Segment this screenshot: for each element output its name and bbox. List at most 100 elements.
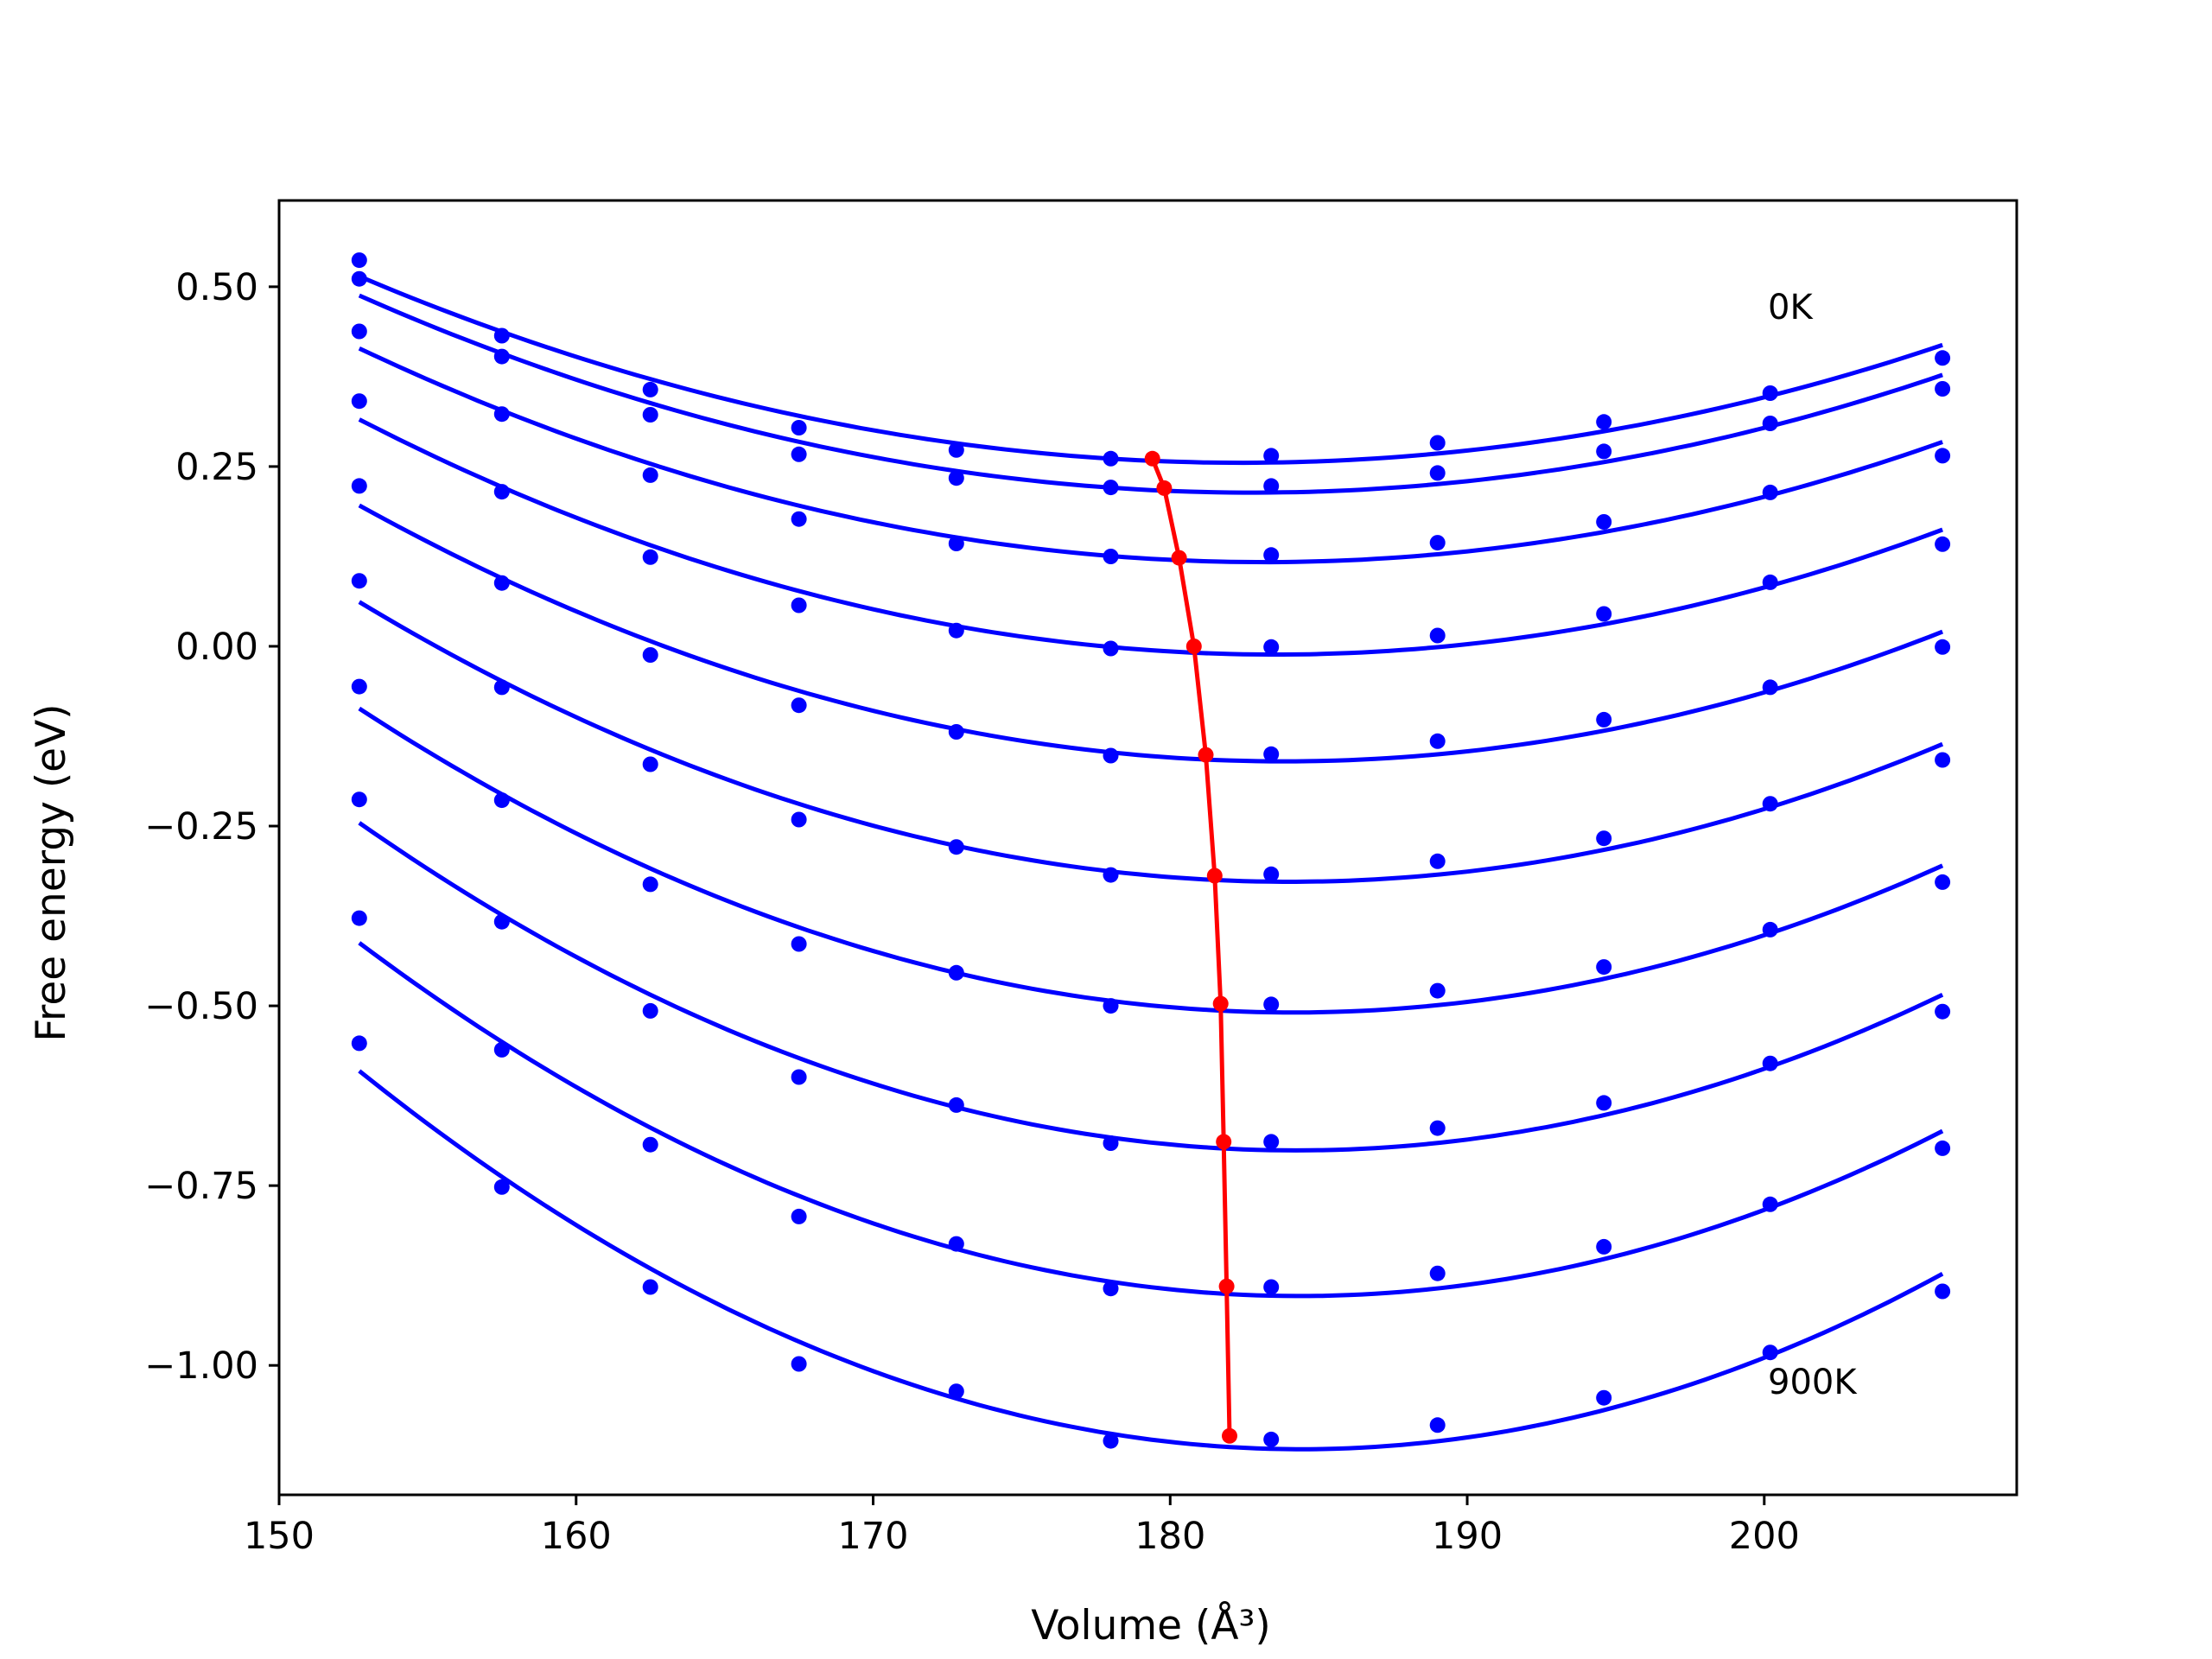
data-point <box>642 1136 658 1153</box>
y-tick-label: −0.75 <box>144 1165 258 1208</box>
data-point <box>642 467 658 483</box>
data-point <box>493 1179 510 1195</box>
data-point <box>948 964 964 981</box>
data-point <box>1103 1433 1119 1449</box>
data-point <box>1429 535 1446 551</box>
data-point <box>1103 640 1119 657</box>
data-point <box>1935 874 1951 890</box>
data-point <box>1429 733 1446 749</box>
data-point <box>791 446 807 462</box>
x-tick-label: 150 <box>244 1515 315 1558</box>
data-point <box>493 575 510 591</box>
plot-area <box>279 200 2017 1495</box>
data-point <box>1263 1279 1280 1295</box>
data-point <box>1429 465 1446 481</box>
data-point <box>1762 1196 1778 1212</box>
data-point <box>791 936 807 952</box>
fit-curve <box>358 293 1943 495</box>
data-point <box>1935 381 1951 397</box>
data-point <box>948 1096 964 1113</box>
data-point <box>948 536 964 551</box>
data-point <box>1596 1389 1612 1406</box>
data-point <box>1263 746 1280 762</box>
data-point <box>948 724 964 740</box>
data-point <box>1596 606 1612 622</box>
data-point <box>642 1002 658 1019</box>
data-point <box>642 407 658 423</box>
annotation-0k: 0K <box>1768 288 1814 327</box>
x-tick-label: 160 <box>541 1515 612 1558</box>
data-point <box>493 406 510 423</box>
data-point <box>642 381 658 397</box>
fit-curve <box>358 346 1943 565</box>
data-point <box>1429 1265 1446 1281</box>
data-point <box>1935 1140 1951 1156</box>
x-tick-label: 200 <box>1729 1515 1800 1558</box>
data-point <box>351 791 367 808</box>
data-point <box>1103 450 1119 467</box>
y-tick-label: −0.25 <box>144 805 258 849</box>
minimum-point <box>1156 480 1173 496</box>
data-point <box>1762 574 1778 590</box>
data-point <box>948 622 964 639</box>
data-point <box>1103 747 1119 764</box>
data-point <box>1429 853 1446 869</box>
data-point <box>1596 1238 1612 1255</box>
data-point <box>1935 448 1951 464</box>
y-tick-label: 0.50 <box>175 266 258 309</box>
minimum-point <box>1185 639 1202 654</box>
x-tick-label: 170 <box>837 1515 908 1558</box>
fit-curve <box>358 503 1944 764</box>
x-tick-label: 190 <box>1432 1515 1503 1558</box>
data-point <box>351 252 367 269</box>
minimum-point <box>1222 1427 1237 1444</box>
series-4 <box>351 478 1951 764</box>
data-point <box>1263 639 1280 655</box>
data-point <box>791 511 807 527</box>
data-point <box>493 913 510 930</box>
data-point <box>948 470 964 486</box>
data-point <box>351 393 367 410</box>
minimum-point <box>1206 868 1223 884</box>
data-point <box>1263 448 1280 464</box>
data-point <box>351 678 367 695</box>
data-point <box>791 1069 807 1085</box>
data-point <box>1429 1417 1446 1433</box>
data-point <box>1429 435 1446 451</box>
minimum-point <box>1212 995 1229 1012</box>
data-point <box>493 327 510 344</box>
data-point <box>1429 1120 1446 1136</box>
data-point <box>791 697 807 714</box>
y-tick-label: 0.00 <box>175 626 258 669</box>
minima-layer <box>1144 450 1237 1444</box>
fit-curve <box>358 941 1944 1299</box>
data-point <box>1103 1281 1119 1297</box>
minimum-point <box>1216 1134 1232 1150</box>
fit-curve <box>358 600 1944 884</box>
data-point <box>351 323 367 340</box>
data-point <box>1596 711 1612 728</box>
data-point <box>1263 1134 1280 1150</box>
series-8 <box>351 910 1951 1299</box>
data-point <box>948 442 964 458</box>
series-5 <box>351 573 1951 884</box>
data-point <box>948 1236 964 1252</box>
data-point <box>642 647 658 663</box>
x-axis-ticks: 150 160 170 180 190 200 <box>244 1495 1800 1558</box>
annotation-900k: 900K <box>1768 1363 1858 1402</box>
data-point <box>351 1035 367 1052</box>
data-point <box>1263 866 1280 882</box>
data-point <box>1762 796 1778 812</box>
data-point <box>642 1279 658 1295</box>
data-point <box>791 597 807 613</box>
data-point <box>1762 679 1778 696</box>
data-point <box>791 1356 807 1372</box>
minimum-point <box>1198 747 1214 763</box>
minima-line <box>1150 457 1232 1436</box>
data-point <box>1103 549 1119 564</box>
x-tick-label: 180 <box>1135 1515 1205 1558</box>
y-axis-ticks: 0.50 0.25 0.00 −0.25 −0.50 −0.75 −1.00 <box>144 266 279 1388</box>
data-point <box>1429 982 1446 999</box>
data-point <box>1429 627 1446 644</box>
